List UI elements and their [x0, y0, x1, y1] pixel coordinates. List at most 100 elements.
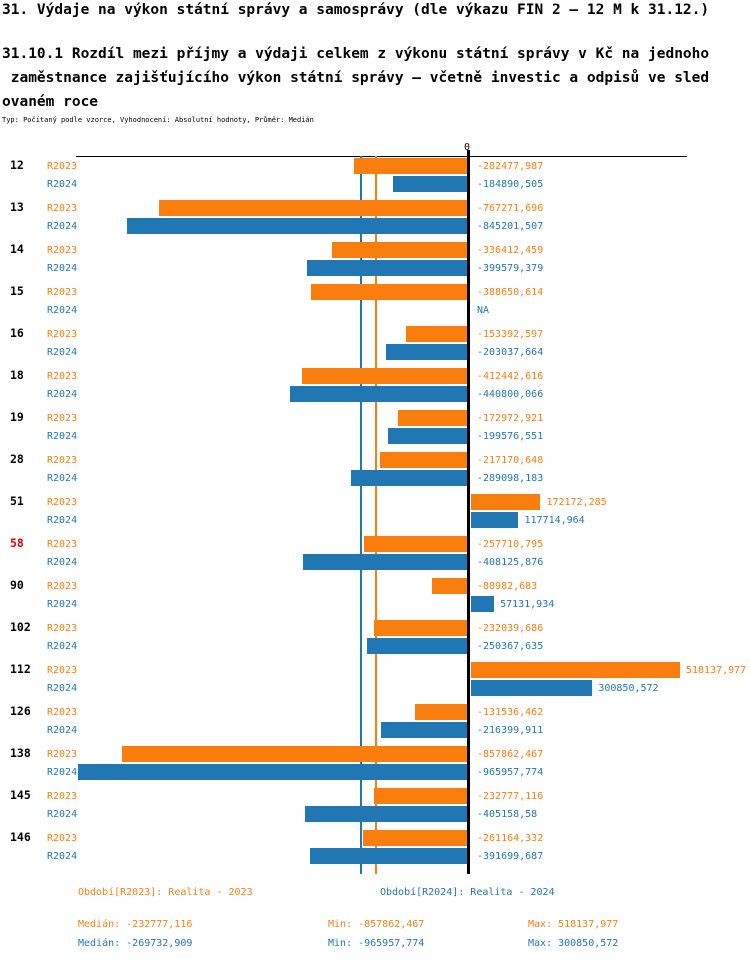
value-label-r2024: -203037,664: [477, 347, 544, 358]
category-label: 102: [10, 620, 31, 634]
series-label-r2024: R2024: [47, 851, 78, 862]
value-label-r2024: -199576,551: [477, 431, 544, 442]
value-label-r2023: -412442,616: [477, 371, 544, 382]
category-label: 13: [10, 200, 24, 214]
series-label-r2024: R2024: [47, 347, 78, 358]
series-label-r2024: R2024: [47, 431, 78, 442]
category-label: 112: [10, 662, 31, 676]
series-label-r2024: R2024: [47, 473, 78, 484]
bar-r2023: [398, 410, 468, 426]
value-label-r2023: -336412,459: [477, 245, 544, 256]
value-label-r2023: -388650,614: [477, 287, 544, 298]
bar-r2024: [471, 512, 519, 528]
bar-r2023: [311, 284, 469, 300]
stat-median-r2024: Medián: -269732,909: [78, 938, 193, 949]
series-label-r2023: R2023: [47, 833, 78, 844]
series-label-r2024: R2024: [47, 179, 78, 190]
value-label-r2024: -408125,876: [477, 557, 544, 568]
value-label-r2024: -845201,507: [477, 221, 544, 232]
series-label-r2024: R2024: [47, 599, 78, 610]
series-label-r2023: R2023: [47, 791, 78, 802]
bar-r2024: [471, 680, 593, 696]
stat-min-r2023: Min: -857862,467: [328, 919, 425, 930]
series-label-r2023: R2023: [47, 161, 78, 172]
bar-r2023: [432, 578, 468, 594]
value-label-r2023: -282477,987: [477, 161, 544, 172]
bar-r2024: [310, 848, 469, 864]
category-label: 146: [10, 830, 31, 844]
bar-r2023: [158, 200, 469, 216]
bar-r2024: [78, 764, 469, 780]
bar-r2024: [380, 722, 469, 738]
series-label-r2024: R2024: [47, 683, 78, 694]
category-label: 51: [10, 494, 24, 508]
value-label-r2024: NA: [477, 305, 490, 316]
report-title: 31. Výdaje na výkon státní správy a samo…: [2, 2, 710, 18]
zero-axis-label: 0: [464, 142, 471, 153]
value-label-r2023: -131536,462: [477, 707, 544, 718]
series-label-r2024: R2024: [47, 389, 78, 400]
value-label-r2024: -184890,505: [477, 179, 544, 190]
series-label-r2023: R2023: [47, 497, 78, 508]
series-label-r2024: R2024: [47, 725, 78, 736]
bar-r2024: [303, 554, 469, 570]
top-axis-line: [76, 156, 687, 157]
category-label: 58: [10, 536, 24, 550]
series-label-r2024: R2024: [47, 557, 78, 568]
series-label-r2024: R2024: [47, 515, 78, 526]
value-label-r2023: -261164,332: [477, 833, 544, 844]
chart-subtitle-line-3: ovaném roce: [2, 94, 99, 110]
stat-median-r2023: Medián: -232777,116: [78, 919, 193, 930]
bar-r2023: [374, 620, 469, 636]
value-label-r2023: 172172,285: [546, 497, 607, 508]
value-label-r2023: -88982,683: [477, 581, 538, 592]
value-label-r2024: -440800,066: [477, 389, 544, 400]
value-label-r2024: 57131,934: [500, 599, 555, 610]
value-label-r2024: 300850,572: [598, 683, 659, 694]
bar-r2023: [406, 326, 469, 342]
bar-r2023: [122, 746, 469, 762]
value-label-r2024: -405158,58: [477, 809, 538, 820]
value-label-r2023: 518137,977: [685, 665, 747, 676]
legend-r2023: Období[R2023]: Realita - 2023: [78, 887, 253, 898]
bar-r2024: [306, 260, 468, 276]
category-label: 126: [10, 704, 31, 718]
bar-r2024: [386, 344, 468, 360]
bar-r2023: [471, 662, 680, 678]
bar-r2023: [471, 494, 541, 510]
value-label-r2023: -767271,696: [477, 203, 544, 214]
category-label: 90: [10, 578, 24, 592]
category-label: 16: [10, 326, 24, 340]
category-label: 28: [10, 452, 24, 466]
category-label: 138: [10, 746, 31, 760]
series-label-r2024: R2024: [47, 809, 78, 820]
bar-r2023: [354, 158, 469, 174]
zero-axis-line: [467, 150, 470, 874]
series-label-r2024: R2024: [47, 263, 78, 274]
series-label-r2023: R2023: [47, 707, 78, 718]
series-label-r2023: R2023: [47, 749, 78, 760]
bar-r2024: [304, 806, 468, 822]
series-label-r2023: R2023: [47, 413, 78, 424]
bar-r2024: [127, 218, 468, 234]
chart-subtitle-line-1: 31.10.1 Rozdíl mezi příjmy a výdaji celk…: [2, 46, 710, 62]
chart-subtitle-line-2: zaměstnance zajišťujícího výkon státní s…: [2, 70, 710, 86]
value-label-r2024: 117714,964: [524, 515, 585, 526]
series-label-r2023: R2023: [47, 371, 78, 382]
value-label-r2024: -289098,183: [477, 473, 544, 484]
bar-r2023: [364, 536, 468, 552]
bar-r2023: [332, 242, 469, 258]
category-label: 145: [10, 788, 31, 802]
value-label-r2023: -172972,921: [477, 413, 544, 424]
category-label: 15: [10, 284, 24, 298]
series-label-r2024: R2024: [47, 641, 78, 652]
bar-r2024: [393, 176, 469, 192]
value-label-r2023: -232777,116: [477, 791, 544, 802]
series-label-r2023: R2023: [47, 539, 78, 550]
value-label-r2023: -857862,467: [477, 749, 544, 760]
series-label-r2023: R2023: [47, 329, 78, 340]
bar-r2024: [387, 428, 469, 444]
bar-r2024: [290, 386, 468, 402]
series-label-r2023: R2023: [47, 581, 78, 592]
